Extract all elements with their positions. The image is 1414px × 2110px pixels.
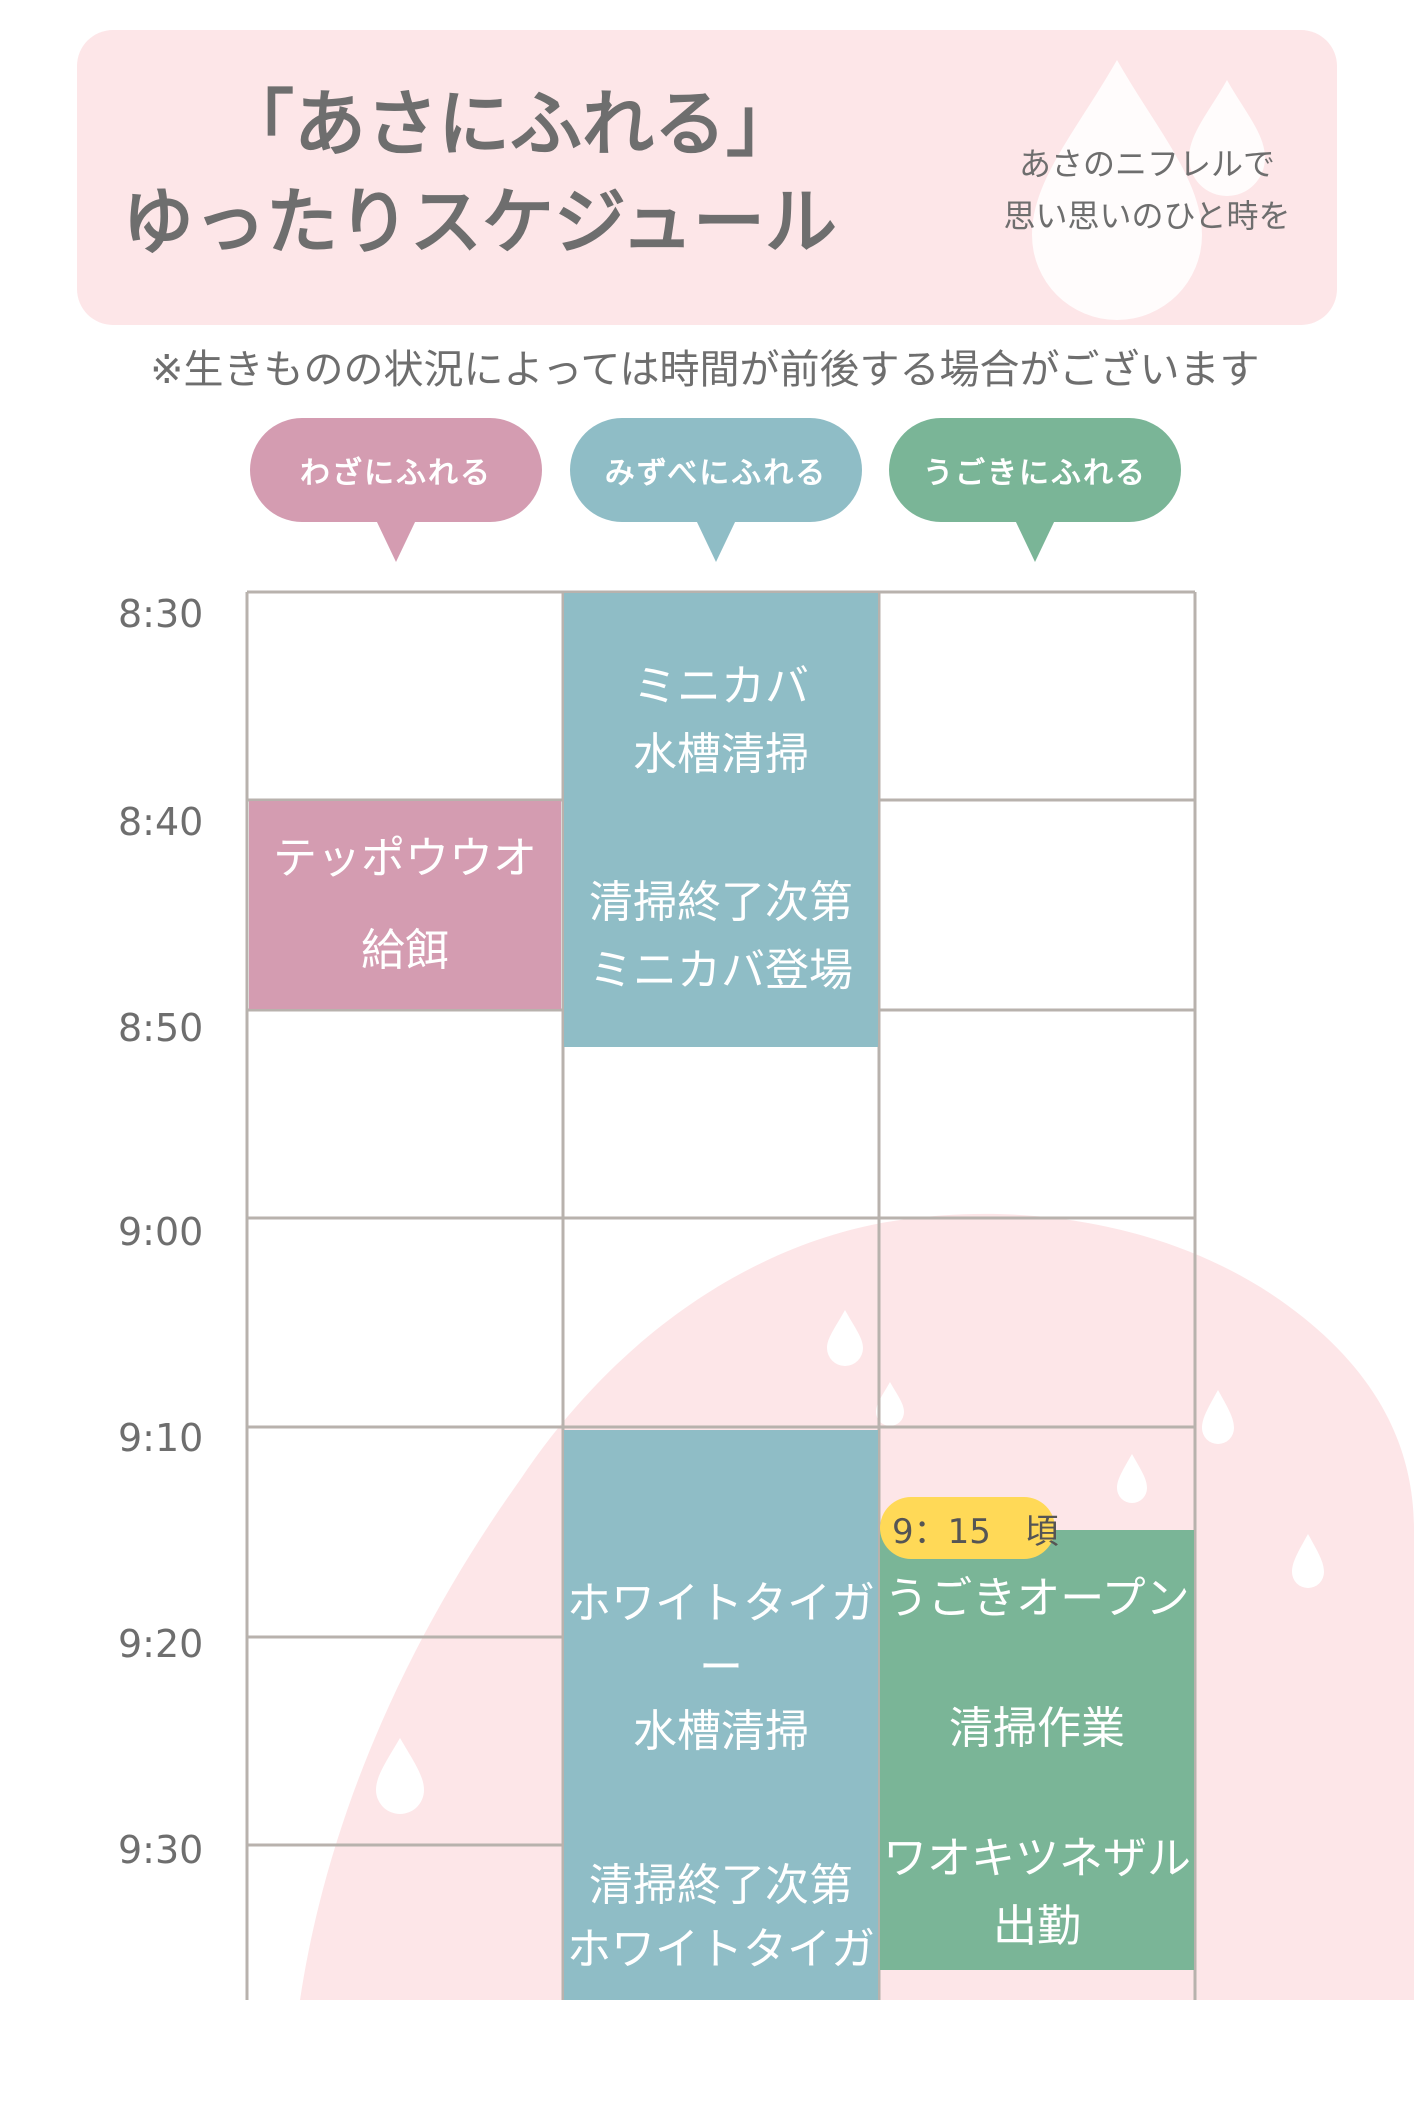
event-text: 水槽清掃	[633, 729, 809, 780]
time-label: 9:10	[118, 1416, 204, 1460]
category-bubble-mizube: みずべにふれる	[570, 418, 862, 562]
event-text: ワオキツネザル	[883, 1833, 1191, 1884]
time-label: 8:50	[118, 1006, 204, 1050]
event-block-minikaba: ミニカバ 水槽清掃 清掃終了次第 ミニカバ登場	[564, 593, 878, 1047]
event-text: 水槽清掃	[633, 1706, 809, 1757]
time-label: 8:30	[118, 592, 204, 636]
tagline-line-2: 思い思いのひと時を	[1003, 197, 1291, 235]
title-line-2: ゆったりスケジュール	[122, 180, 837, 264]
header-banner: 「あさにふれる」 ゆったりスケジュール あさのニフレルで 思い思いのひと時を	[77, 30, 1337, 325]
time-label: 9:00	[118, 1210, 204, 1254]
category-bubble-ugoki: うごきにふれる	[889, 418, 1181, 562]
event-text: うごきオープン	[884, 1573, 1190, 1624]
event-text: 清掃作業	[949, 1703, 1125, 1754]
event-text: ホワイトタイガー	[567, 1578, 875, 1693]
event-text: 清掃終了次第	[589, 1860, 853, 1911]
event-text: 清掃終了次第	[589, 877, 853, 928]
water-drop-icon	[1032, 60, 1265, 320]
event-text: テッポウウオ	[273, 833, 537, 884]
schedule-note: ※生きものの状況によっては時間が前後する場合がございます	[150, 347, 1260, 393]
tagline-line-1: あさのニフレルで	[1018, 145, 1275, 183]
event-block-teppouuo: テッポウウオ 給餌	[249, 801, 561, 1009]
time-label: 9:20	[118, 1622, 204, 1666]
time-tag-badge: 9：15 頃	[880, 1497, 1059, 1559]
time-label: 8:40	[118, 800, 204, 844]
tagline: あさのニフレルで 思い思いのひと時を	[977, 138, 1317, 242]
event-block-whitetiger: ホワイトタイガー 水槽清掃 清掃終了次第 ホワイトタイガー 登場	[564, 1430, 878, 2103]
page-title: 「あさにふれる」 ゆったりスケジュール	[77, 75, 877, 271]
category-label: うごきにふれる	[923, 456, 1147, 491]
event-block-ugoki-open: うごきオープン 清掃作業 ワオキツネザル 出勤	[880, 1530, 1194, 1970]
category-bubble-waza: わざにふれる	[250, 418, 542, 562]
title-line-1: 「あさにふれる」	[222, 82, 799, 166]
category-label: みずべにふれる	[604, 456, 828, 491]
time-label: 9:30	[118, 1828, 204, 1872]
event-text: ミニカバ	[633, 661, 809, 712]
event-text: ホワイトタイガー	[567, 1924, 875, 2039]
event-text: 給餌	[361, 925, 449, 976]
event-text: 登場	[677, 2052, 765, 2103]
category-label: わざにふれる	[300, 456, 492, 491]
event-text: ミニカバ登場	[589, 945, 853, 996]
event-text: 出勤	[993, 1901, 1081, 1952]
